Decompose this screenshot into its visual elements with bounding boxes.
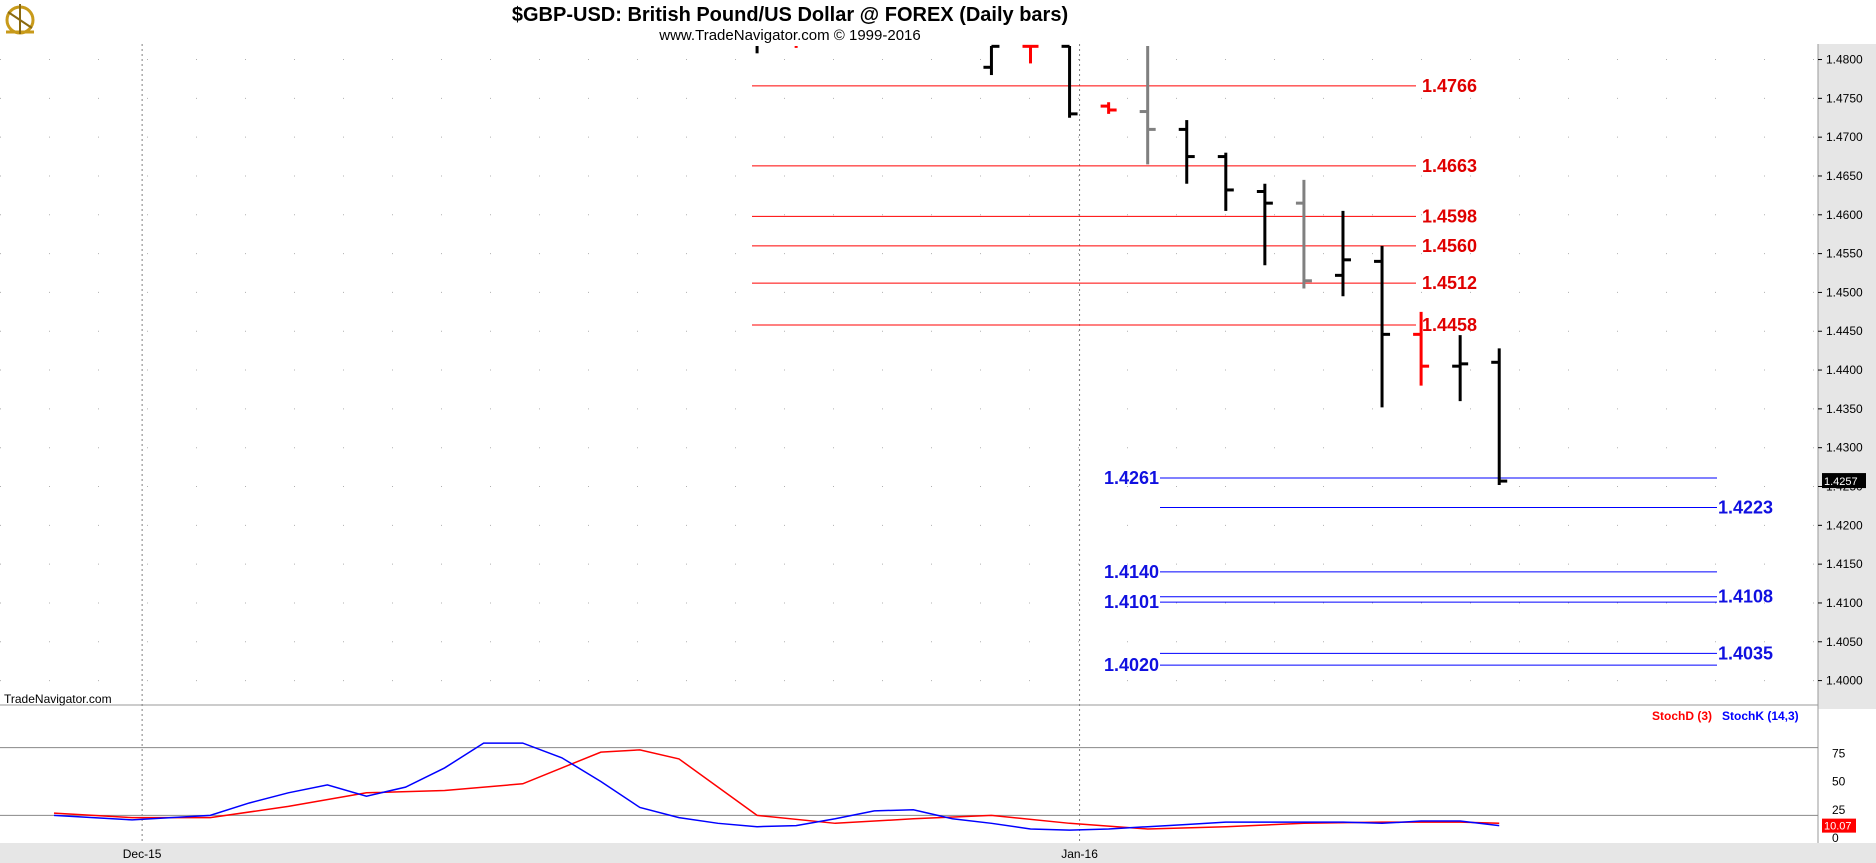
- ohlc-bar: [1334, 210, 1351, 297]
- chart-subtitle: www.TradeNavigator.com © 1999-2016: [658, 27, 920, 44]
- support-label: 1.4101: [1104, 592, 1159, 612]
- watermark: TradeNavigator.com: [4, 692, 112, 706]
- resistance-label: 1.4512: [1422, 273, 1477, 293]
- support-label: 1.4261: [1104, 468, 1159, 488]
- price-tick-label: 1.4000: [1826, 674, 1863, 688]
- support-label: 1.4020: [1104, 655, 1159, 675]
- ohlc-bar: [1217, 152, 1234, 211]
- stoch-tick-label: 0: [1832, 831, 1839, 845]
- date-tick-label: Jan-16: [1061, 847, 1098, 861]
- date-axis-background: [0, 843, 1876, 863]
- price-tick-label: 1.4550: [1826, 247, 1863, 261]
- ohlc-bar: [983, 44, 1000, 76]
- price-tick-label: 1.4150: [1826, 557, 1863, 571]
- legend-stoch-d: StochD (3): [1652, 709, 1712, 723]
- stoch-tick-label: 50: [1832, 775, 1846, 789]
- chart-title: $GBP-USD: British Pound/US Dollar @ FORE…: [512, 4, 1068, 26]
- support-label: 1.4140: [1104, 562, 1159, 582]
- price-tick-label: 1.4350: [1826, 402, 1863, 416]
- price-tick-label: 1.4050: [1826, 635, 1863, 649]
- ohlc-bar: [1139, 46, 1156, 165]
- price-axis-background: [1818, 44, 1876, 709]
- resistance-label: 1.4598: [1422, 206, 1477, 226]
- stoch-axis: 0 25 50 75: [1832, 746, 1846, 845]
- stoch-tick-label: 25: [1832, 803, 1846, 817]
- price-tick-label: 1.4600: [1826, 208, 1863, 222]
- stoch-k-line: [53, 742, 1500, 831]
- ohlc-bar: [1295, 179, 1312, 289]
- price-tick-label: 1.4700: [1826, 130, 1863, 144]
- stoch-tick-label: 75: [1832, 746, 1846, 760]
- support-label: 1.4108: [1718, 587, 1773, 607]
- stoch-lines: [53, 742, 1500, 831]
- resistance-label: 1.4560: [1422, 236, 1477, 256]
- resistance-levels: 1.4766 1.4663 1.4598 1.4560 1.4512 1.4458: [752, 76, 1477, 335]
- price-tick-label: 1.4650: [1826, 169, 1863, 183]
- ohlc-bar: [1100, 102, 1117, 114]
- resistance-label: 1.4663: [1422, 156, 1477, 176]
- support-label: 1.4035: [1718, 643, 1773, 663]
- price-tick-label: 1.4500: [1826, 285, 1863, 299]
- price-bars: [755, 44, 1508, 485]
- price-tick-label: 1.4100: [1826, 596, 1863, 610]
- price-tick-label: 1.4400: [1826, 363, 1863, 377]
- legend-stoch-k: StochK (14,3): [1722, 709, 1799, 723]
- ohlc-bar: [1452, 335, 1469, 402]
- last-price-label: 1.4257: [1824, 476, 1858, 488]
- sextant-icon: [5, 4, 35, 35]
- grid: [0, 44, 1818, 843]
- ohlc-bar: [1061, 44, 1078, 118]
- header: $GBP-USD: British Pound/US Dollar @ FORE…: [5, 4, 1068, 44]
- ohlc-bar: [1022, 44, 1039, 64]
- stoch-reference-lines: [0, 747, 1818, 816]
- price-tick-label: 1.4450: [1826, 324, 1863, 338]
- ohlc-bar: [1491, 348, 1508, 485]
- date-tick-label: Dec-15: [123, 847, 162, 861]
- stoch-last-value-marker: 10.07: [1822, 818, 1856, 833]
- support-label: 1.4223: [1718, 497, 1773, 517]
- price-tick-label: 1.4800: [1826, 53, 1863, 67]
- price-tick-label: 1.4750: [1826, 91, 1863, 105]
- resistance-label: 1.4458: [1422, 315, 1477, 335]
- stoch-last-value: 10.07: [1824, 821, 1852, 833]
- ohlc-bar: [1256, 183, 1273, 266]
- last-price-marker: 1.4257: [1822, 473, 1866, 489]
- ohlc-bar: [1374, 245, 1391, 408]
- support-levels: 1.4261 1.4223 1.4140 1.4108 1.4101 1.4035 1.40…: [1104, 468, 1773, 675]
- stoch-d-line: [53, 749, 1500, 830]
- price-tick-label: 1.4200: [1826, 518, 1863, 532]
- resistance-label: 1.4766: [1422, 76, 1477, 96]
- ohlc-bar: [1178, 120, 1195, 184]
- ohlc-bar: [1413, 311, 1430, 386]
- price-tick-label: 1.4300: [1826, 441, 1863, 455]
